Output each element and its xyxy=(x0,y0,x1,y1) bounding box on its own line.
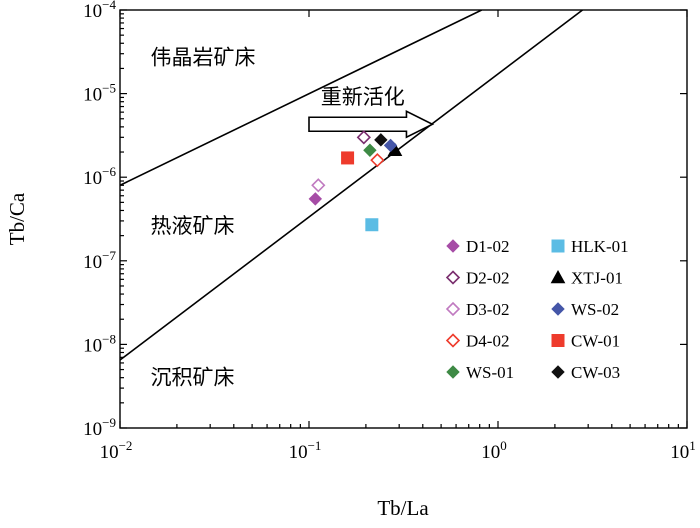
lower-boundary-line xyxy=(120,10,583,361)
reactivation-label: 重新活化 xyxy=(321,85,405,109)
legend-label-d3-02: D3-02 xyxy=(466,300,509,319)
legend-marker-ws-01 xyxy=(446,365,460,379)
y-tick-label: 10−7 xyxy=(83,248,116,273)
x-tick-label: 100 xyxy=(481,438,507,463)
legend-label-ws-01: WS-01 xyxy=(466,363,514,382)
legend-label-d4-02: D4-02 xyxy=(466,332,509,351)
legend-marker-hlk-01 xyxy=(551,239,565,253)
point-hlk-01 xyxy=(365,218,379,232)
legend-label-cw-01: CW-01 xyxy=(571,332,620,351)
legend-label-cw-03: CW-03 xyxy=(571,363,620,382)
point-cw-01 xyxy=(341,151,355,165)
y-axis-title: Tb/Ca xyxy=(5,192,29,245)
legend-label-xtj-01: XTJ-01 xyxy=(571,269,623,288)
point-d1-02 xyxy=(308,192,323,206)
plot-frame xyxy=(119,9,688,429)
y-tick-label: 10−6 xyxy=(83,164,116,189)
y-tick-label: 10−9 xyxy=(83,415,116,440)
point-d4-02 xyxy=(370,153,385,168)
legend-label-d2-02: D2-02 xyxy=(466,269,509,288)
region-label-1: 伟晶岩矿床 xyxy=(150,46,255,70)
x-tick-label: 10−2 xyxy=(100,438,133,463)
x-tick-label: 10−1 xyxy=(289,438,322,463)
point-ws-01 xyxy=(363,143,377,157)
point-d2-02 xyxy=(356,130,371,145)
legend-marker-xtj-01 xyxy=(550,269,566,284)
point-d3-02 xyxy=(311,178,326,193)
legend-marker-cw-01 xyxy=(551,334,565,347)
y-tick-label: 10−5 xyxy=(83,81,116,106)
legend-label-hlk-01: HLK-01 xyxy=(571,237,629,256)
legend-marker-d3-02 xyxy=(445,301,461,317)
x-axis-title: Tb/La xyxy=(377,496,429,520)
point-cw-03 xyxy=(374,133,388,147)
reactivation-arrow xyxy=(308,109,435,139)
region-label-2: 热液矿床 xyxy=(150,214,234,238)
x-tick-label: 101 xyxy=(670,438,696,463)
y-tick-label: 10−4 xyxy=(83,0,116,22)
legend-label-d1-02: D1-02 xyxy=(466,237,509,256)
legend-marker-d1-02 xyxy=(446,239,460,253)
legend-marker-d4-02 xyxy=(445,333,461,348)
point-ws-02 xyxy=(383,138,398,153)
legend-label-ws-02: WS-02 xyxy=(571,300,619,319)
y-tick-label: 10−8 xyxy=(83,331,116,356)
region-label-3: 沉积矿床 xyxy=(150,366,234,390)
legend-marker-d2-02 xyxy=(445,270,461,285)
legend-marker-cw-03 xyxy=(551,365,565,379)
upper-boundary-line xyxy=(120,10,483,187)
legend-marker-ws-02 xyxy=(551,302,565,316)
